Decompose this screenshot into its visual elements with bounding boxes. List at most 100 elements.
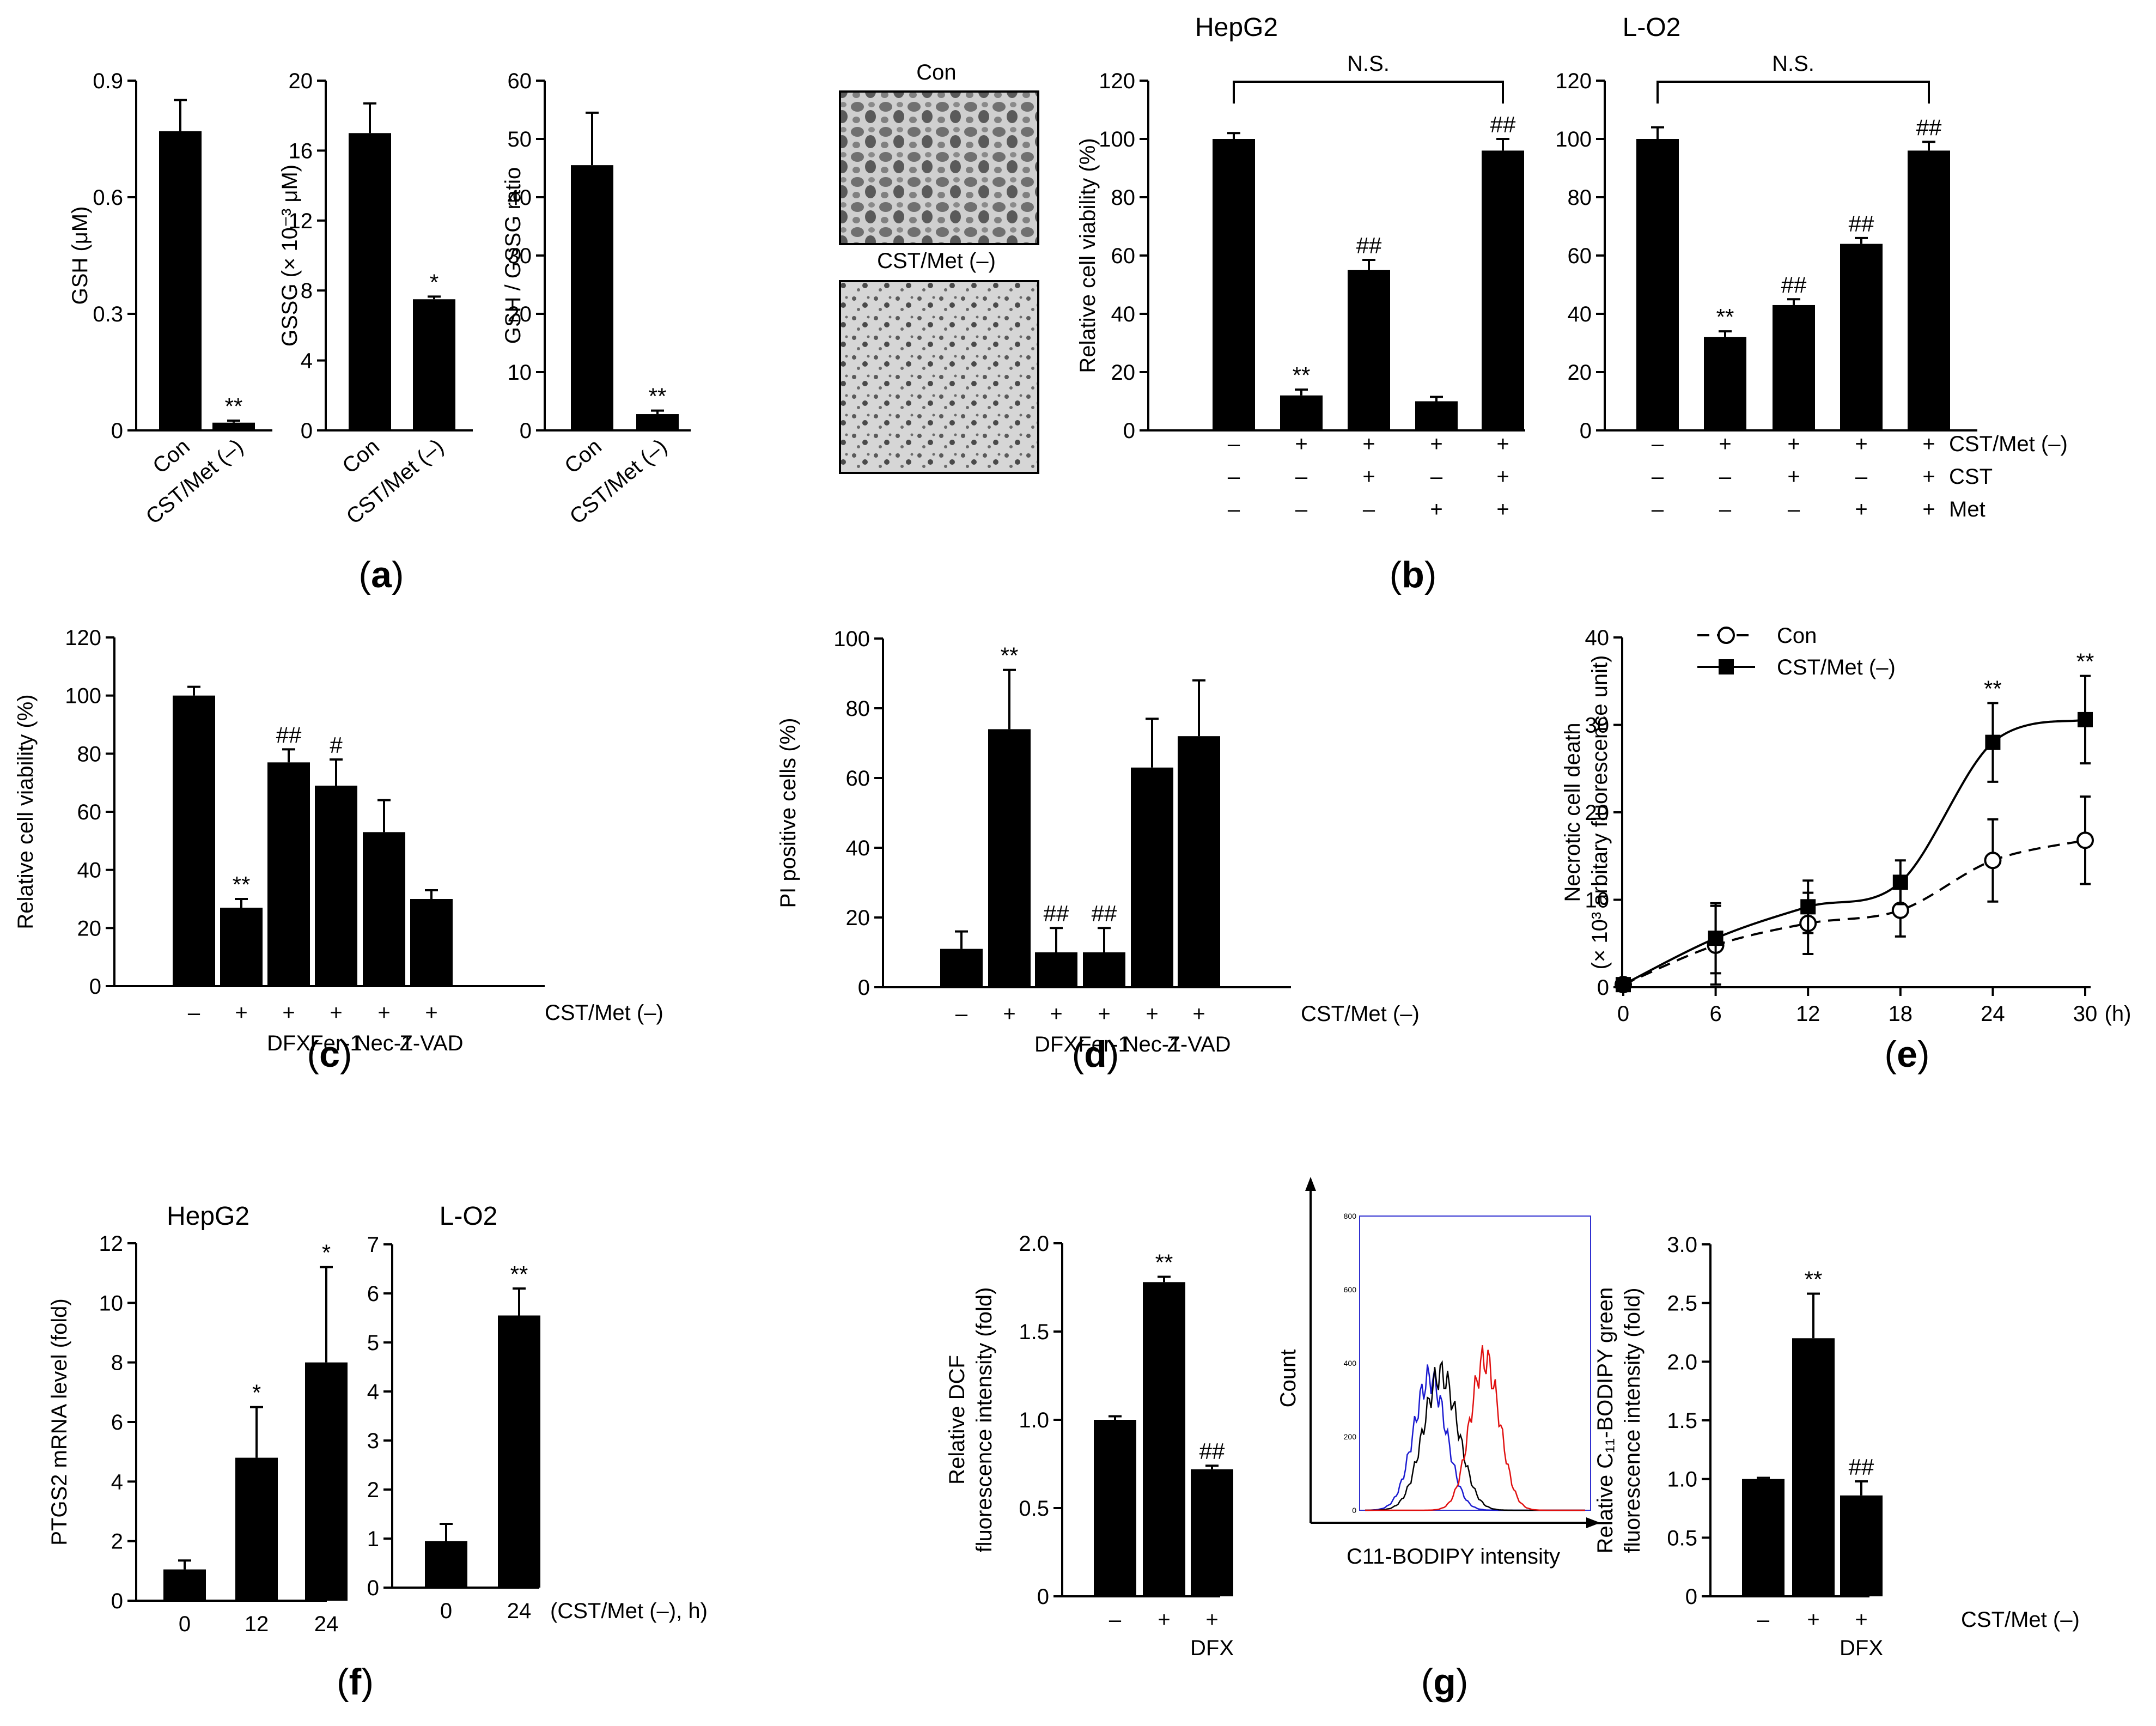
b1-ylabel: Relative cell viability (%) (1076, 138, 1100, 373)
e-significance: ** (1984, 676, 2002, 701)
f-time-label: (CST/Met (–), h) (550, 1599, 708, 1623)
g3-ylabel: Relative C₁₁-BODIPY green (1593, 1287, 1617, 1554)
g1-ytick-label: 0 (1037, 1585, 1049, 1609)
b2-condition-sign: – (1652, 432, 1664, 456)
b2-condition-sign: + (1787, 465, 1800, 489)
g1-ytick-label: 0.5 (1019, 1497, 1049, 1521)
f2-ytick-label: 4 (367, 1380, 379, 1404)
a2-ytick-label: 4 (301, 349, 313, 373)
d-bar (1083, 952, 1125, 987)
a1-ylabel: GSH (μM) (68, 206, 92, 305)
e-legend-label-cst: CST/Met (–) (1777, 655, 1896, 679)
d-treatment-label: Fer-1 (1078, 1032, 1130, 1056)
g3-ytick-label: 1.0 (1667, 1468, 1697, 1492)
b1-condition-sign: + (1295, 432, 1307, 456)
g1-significance: ** (1155, 1250, 1173, 1275)
b1-condition-sign: + (1430, 497, 1442, 521)
c-cst-sign: + (377, 1001, 390, 1025)
f2-category-label: 24 (507, 1599, 532, 1623)
f1-bar (235, 1457, 278, 1601)
a1-category-label: CST/Met (–) (142, 434, 248, 529)
f1-significance: * (252, 1380, 261, 1406)
g1-ytick-label: 1.5 (1019, 1320, 1049, 1344)
b1-condition-sign: – (1430, 465, 1443, 489)
f1-ytick-label: 12 (99, 1232, 124, 1256)
a1-ytick-label: 0 (111, 419, 123, 443)
a2-ytick-label: 16 (289, 139, 313, 163)
b1-ytick-label: 20 (1111, 361, 1136, 385)
g3-cst-label: CST/Met (–) (1961, 1608, 2080, 1632)
d-ytick-label: 40 (846, 836, 870, 860)
g3-significance: ** (1805, 1266, 1823, 1292)
e-ylabel2: (× 10³ arbitary fluorescence unit) (1588, 655, 1612, 970)
chart-b2: 0 20 40 60 80 100 120 ** ## ## ## L-O2 N.S. (1555, 13, 1977, 443)
g2-ytick-label: 600 (1344, 1285, 1357, 1294)
g2-ytick-label: 0 (1352, 1506, 1356, 1515)
f1-bar (305, 1362, 348, 1601)
c-bar (315, 786, 357, 986)
g3-ytick-label: 2.5 (1667, 1292, 1697, 1316)
e-xtick-label: 6 (1709, 1002, 1721, 1026)
b2-condition-sign: + (1922, 432, 1935, 456)
e-ylabel: Necrotic cell death (1561, 722, 1585, 902)
g2-ytick-label: 400 (1344, 1359, 1357, 1368)
b2-condition-sign: – (1788, 497, 1800, 521)
d-bar (940, 949, 983, 987)
b2-significance: ## (1849, 211, 1874, 236)
e-series-line (1623, 839, 2086, 986)
b1-condition-sign: – (1228, 432, 1240, 456)
a1-bar (212, 422, 255, 430)
c-ytick-label: 0 (89, 975, 101, 999)
c-ytick-label: 120 (65, 626, 101, 650)
g1-cst-sign: – (1109, 1608, 1122, 1632)
b1-bar (1213, 139, 1255, 430)
d-bar (988, 729, 1031, 987)
e-legend-marker-con (1718, 627, 1735, 644)
g2-xlabel: C11-BODIPY intensity (1347, 1545, 1560, 1569)
a2-ytick-label: 12 (289, 209, 313, 233)
e-legend-label-con: Con (1777, 624, 1817, 648)
panel-label-c: (c) (307, 1034, 352, 1075)
b1-bar (1415, 401, 1458, 430)
b2-condition-sign: + (1922, 497, 1935, 521)
d-significance: ## (1092, 901, 1117, 926)
b2-bar (1840, 244, 1883, 430)
g2-frame (1359, 1216, 1591, 1511)
e-point-cst (1985, 734, 2001, 750)
g2-ytick-label: 200 (1344, 1432, 1357, 1441)
a3-ytick-label: 40 (508, 186, 532, 210)
c-cst-sign: + (330, 1001, 342, 1025)
a3-ylabel: GSH / GSSG ratio (501, 167, 525, 344)
b-condition-table: – + + + + – + + + + CST/Met (–) – – + – + – – + – + CST – – – + + –… (1228, 432, 2068, 521)
b2-ytick-label: 100 (1555, 127, 1592, 151)
a2-bar (413, 299, 455, 430)
g3-cst-sign: + (1855, 1608, 1867, 1632)
b1-significance: ** (1293, 362, 1311, 388)
e-point-cst (1708, 931, 1723, 946)
c-bar (173, 695, 215, 986)
d-ytick-label: 60 (846, 767, 870, 791)
g2-ylabel: Count (1276, 1350, 1300, 1408)
a2-significance: * (430, 269, 438, 295)
g3-ytick-label: 1.5 (1667, 1409, 1697, 1433)
chart-b1: 0 20 40 60 80 100 120 ** ## ## Relative cell viabi… (1076, 13, 1525, 443)
c-bar (220, 908, 263, 986)
b2-ytick-label: 120 (1555, 69, 1592, 93)
e-ytick-label: 20 (1585, 801, 1610, 825)
c-significance: # (330, 732, 343, 758)
g2-x-arrow (1586, 1517, 1600, 1528)
b1-condition-sign: – (1295, 465, 1308, 489)
chart-g1: 0 0.5 1.0 1.5 2.0 ** ## Relative DCF fluorescenc… (945, 1232, 1233, 1609)
d-ytick-label: 100 (833, 627, 870, 651)
b1-ns-bracket (1233, 81, 1504, 104)
d-significance: ** (1001, 643, 1019, 668)
f2-bar (498, 1315, 540, 1588)
g2-histogram-red (1365, 1345, 1585, 1511)
b2-condition-sign: + (1787, 432, 1800, 456)
a2-category-label: Con (338, 434, 384, 478)
panel-label-f: (f) (337, 1661, 374, 1703)
